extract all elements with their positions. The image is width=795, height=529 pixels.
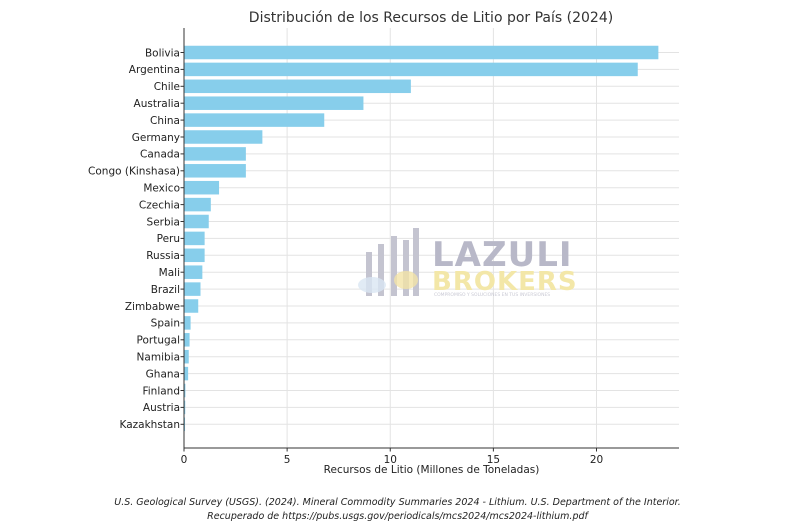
category-label: Brazil	[151, 284, 180, 296]
category-label: Bolivia	[145, 47, 180, 59]
bar-congo-kinshasa-	[184, 164, 246, 178]
x-tick-label: 15	[487, 454, 500, 466]
bar-finland	[184, 383, 186, 398]
lazuli-brokers-watermark: LAZULI BROKERS COMPROMISO Y SOLUCIONES E…	[358, 228, 578, 298]
axes	[180, 28, 679, 452]
x-axis-label: Recursos de Litio (Millones de Toneladas…	[324, 464, 540, 476]
bar-china	[184, 113, 325, 127]
category-label: Austria	[143, 402, 180, 414]
bar-czechia	[184, 197, 211, 212]
watermark-bar-4	[413, 228, 419, 296]
watermark-bar-0	[366, 252, 372, 296]
category-label: Serbia	[147, 216, 180, 228]
bar-chile	[184, 79, 411, 94]
bar-austria	[184, 400, 186, 415]
bar-spain	[184, 316, 191, 330]
category-label: Germany	[132, 132, 180, 144]
bar-portugal	[184, 333, 190, 347]
bar-australia	[184, 96, 364, 110]
bar-germany	[184, 130, 263, 144]
bar-canada	[184, 147, 246, 161]
category-label: Canada	[140, 149, 180, 161]
category-label: Zimbabwe	[125, 301, 180, 313]
x-tick-labels: 0 5 10 15 20	[181, 454, 604, 466]
watermark-line2: BROKERS	[432, 267, 578, 297]
watermark-line1: LAZULI	[432, 235, 573, 275]
source-citation-line1: U.S. Geological Survey (USGS). (2024). M…	[114, 497, 681, 508]
bar-zimbabwe	[184, 299, 199, 313]
bar-namibia	[184, 349, 189, 364]
category-label: Czechia	[139, 199, 180, 211]
x-tick-label: 20	[590, 454, 603, 466]
bar-russia	[184, 248, 205, 263]
category-label: China	[150, 115, 180, 127]
category-label: Kazakhstan	[120, 419, 181, 431]
category-label: Namibia	[137, 352, 180, 364]
category-label: Russia	[146, 250, 180, 262]
category-label: Portugal	[137, 335, 181, 347]
category-label: Finland	[142, 385, 180, 397]
category-label: Peru	[157, 233, 180, 245]
bars	[184, 45, 659, 432]
bar-bolivia	[184, 45, 659, 60]
category-label: Congo (Kinshasa)	[88, 166, 180, 178]
category-label: Spain	[151, 318, 180, 330]
bar-kazakhstan	[184, 417, 186, 432]
category-label: Chile	[154, 81, 180, 93]
x-tick-label: 0	[181, 454, 188, 466]
category-label: Mexico	[143, 183, 180, 195]
bar-brazil	[184, 282, 201, 296]
category-labels: Bolivia Argentina Chile Australia China Germa…	[88, 47, 180, 431]
category-label: Argentina	[129, 64, 180, 76]
watermark-tagline: COMPROMISO Y SOLUCIONES EN TUS INVERSION…	[434, 292, 550, 298]
watermark-bar-3	[403, 240, 409, 296]
watermark-bar-2	[391, 236, 397, 296]
source-citation-line2: Recuperado de https://pubs.usgs.gov/peri…	[207, 511, 588, 522]
bar-chart-logo-icon	[358, 228, 419, 296]
bar-mali	[184, 265, 203, 279]
bar-serbia	[184, 214, 209, 229]
bull-shape	[394, 271, 418, 289]
category-label: Mali	[159, 267, 180, 279]
bar-mexico	[184, 180, 220, 195]
bar-peru	[184, 231, 205, 246]
category-label: Australia	[134, 98, 180, 110]
watermark-bar-1	[378, 244, 384, 296]
bar-ghana	[184, 366, 189, 381]
x-tick-label: 10	[384, 454, 397, 466]
bar-argentina	[184, 62, 638, 77]
x-tick-label: 5	[284, 454, 291, 466]
bear-shape	[358, 277, 386, 293]
chart-title: Distribución de los Recursos de Litio po…	[249, 10, 613, 26]
category-label: Ghana	[146, 368, 180, 380]
